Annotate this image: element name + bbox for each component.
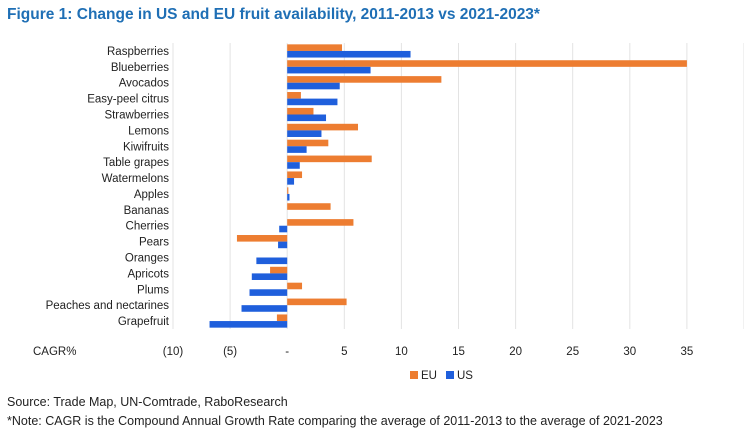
bar-eu-easy-peel-citrus xyxy=(287,92,301,99)
x-tick-label: - xyxy=(285,346,289,358)
category-label: Pears xyxy=(139,237,169,249)
bar-eu-apricots xyxy=(270,266,288,274)
bar-us-kiwifruits xyxy=(287,146,307,153)
bar-us-lemons xyxy=(287,130,322,137)
bar-eu-pears xyxy=(236,235,288,242)
bar-us-apples xyxy=(287,193,290,201)
bar-eu-apples xyxy=(287,187,289,194)
x-tick-label: (10) xyxy=(163,346,184,358)
bar-eu-strawberries xyxy=(287,107,314,115)
category-labels: Raspberries Blueberries Avocados Easy-peel … xyxy=(46,46,170,328)
category-label: Plums xyxy=(137,284,169,296)
bar-us-table-grapes xyxy=(287,162,300,169)
bar-us-apricots xyxy=(251,273,288,280)
bar-us-pears xyxy=(278,241,288,249)
bar-eu-blueberries xyxy=(287,60,687,67)
bars xyxy=(209,44,687,328)
x-tick-label: 10 xyxy=(395,346,408,358)
bar-eu-plums xyxy=(287,282,303,290)
bar-eu-raspberries xyxy=(287,44,343,51)
legend-label-eu: EU xyxy=(421,370,437,382)
category-label: Bananas xyxy=(124,205,170,217)
bar-eu-lemons xyxy=(287,123,359,131)
legend-swatch-us xyxy=(446,371,454,379)
category-label: Cherries xyxy=(126,221,170,233)
category-label: Strawberries xyxy=(104,110,169,122)
bar-us-peaches-and-nectarines xyxy=(241,305,288,312)
bar-us-plums xyxy=(249,289,288,296)
bar-us-grapefruit xyxy=(209,321,288,328)
bar-eu-peaches-and-nectarines xyxy=(287,298,347,306)
source-note: Source: Trade Map, UN-Comtrade, RaboRese… xyxy=(7,395,288,409)
category-label: Watermelons xyxy=(102,173,170,185)
category-label: Raspberries xyxy=(107,46,169,58)
category-label: Easy-peel citrus xyxy=(87,94,169,106)
category-label: Avocados xyxy=(119,78,170,90)
category-label: Apricots xyxy=(127,268,169,280)
bar-us-watermelons xyxy=(287,178,295,185)
x-tick-label: 20 xyxy=(509,346,522,358)
bar-us-avocados xyxy=(287,82,340,90)
bar-us-oranges xyxy=(256,257,288,265)
bar-us-raspberries xyxy=(287,50,411,58)
bar-us-easy-peel-citrus xyxy=(287,98,338,106)
bar-eu-table-grapes xyxy=(287,155,372,163)
bar-us-blueberries xyxy=(287,66,371,74)
bar-us-cherries xyxy=(279,225,288,233)
bar-eu-cherries xyxy=(287,219,354,226)
category-label: Peaches and nectarines xyxy=(46,300,170,312)
category-label: Kiwifruits xyxy=(123,141,169,153)
category-label: Blueberries xyxy=(111,62,169,74)
bar-eu-watermelons xyxy=(287,171,303,179)
category-label: Apples xyxy=(134,189,169,201)
bar-eu-kiwifruits xyxy=(287,139,329,147)
bar-eu-avocados xyxy=(287,76,442,83)
x-tick-labels: (10) (5) - 5 10 15 20 25 30 35 xyxy=(163,346,694,358)
legend: EU US xyxy=(410,370,473,382)
bar-us-strawberries xyxy=(287,114,327,122)
category-label: Grapefruit xyxy=(118,316,170,328)
cagr-note: *Note: CAGR is the Compound Annual Growt… xyxy=(7,414,663,428)
bar-eu-bananas xyxy=(287,203,331,210)
legend-swatch-eu xyxy=(410,371,418,379)
legend-label-us: US xyxy=(457,370,473,382)
grid-lines xyxy=(172,43,744,329)
x-tick-label: 5 xyxy=(341,346,347,358)
x-axis-label: CAGR% xyxy=(33,346,76,358)
x-tick-label: 30 xyxy=(623,346,636,358)
x-tick-label: 15 xyxy=(452,346,465,358)
category-label: Oranges xyxy=(125,253,169,265)
x-tick-label: 25 xyxy=(566,346,579,358)
bar-eu-grapefruit xyxy=(276,314,288,322)
category-label: Lemons xyxy=(128,125,169,137)
category-label: Table grapes xyxy=(103,157,169,169)
chart-title: Figure 1: Change in US and EU fruit avai… xyxy=(7,6,540,23)
x-tick-label: (5) xyxy=(223,346,237,358)
x-tick-label: 35 xyxy=(681,346,694,358)
